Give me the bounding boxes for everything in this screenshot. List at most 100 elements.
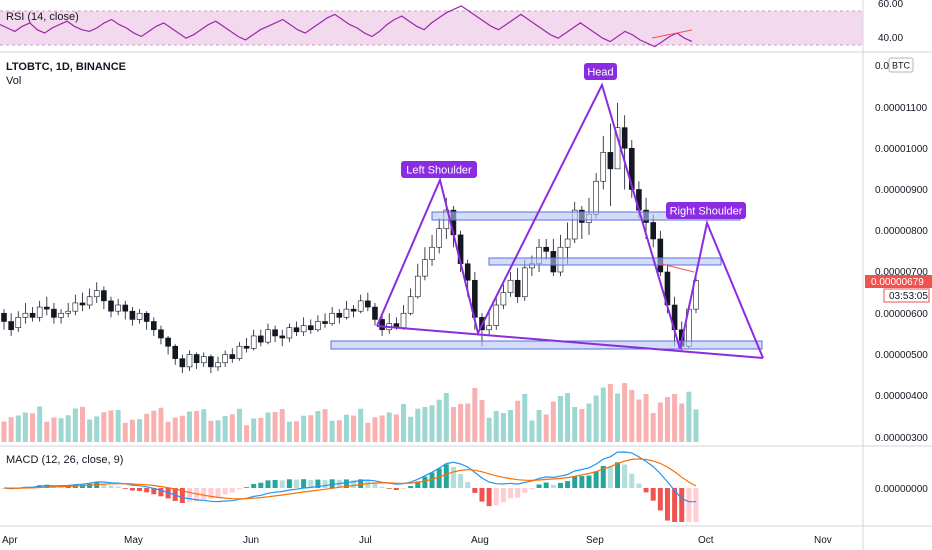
- volume-bar: [236, 408, 242, 442]
- macd-histogram-bar: [343, 479, 349, 488]
- macd-histogram-bar: [329, 479, 335, 488]
- candle-body: [151, 321, 157, 331]
- macd-histogram: [1, 462, 699, 522]
- volume-bar: [172, 417, 178, 442]
- macd-histogram-bar: [579, 476, 585, 488]
- volume-bar: [72, 408, 78, 442]
- macd-histogram-bar: [472, 488, 478, 493]
- macd-histogram-bar: [643, 488, 649, 493]
- candle-body: [657, 238, 664, 273]
- macd-histogram-bar: [222, 488, 228, 495]
- volume-bar: [165, 421, 171, 442]
- volume-bar: [493, 411, 499, 442]
- candle-body: [400, 312, 407, 328]
- volume-bar: [329, 420, 335, 442]
- candle-body: [279, 335, 286, 339]
- candle-body: [600, 152, 607, 182]
- candle-body: [343, 308, 350, 318]
- volume-bar: [258, 418, 264, 442]
- macd-histogram-bar: [536, 484, 542, 488]
- price-tick: 0.00001000: [875, 144, 928, 155]
- macd-histogram-bar: [129, 488, 135, 491]
- macd-histogram-bar: [465, 481, 471, 488]
- candle-body: [186, 354, 193, 368]
- volume-bar: [194, 411, 200, 442]
- candle-body: [101, 290, 107, 302]
- candle-body: [300, 325, 307, 333]
- macd-histogram-bar: [500, 488, 506, 503]
- volume-bar: [486, 417, 492, 442]
- macd-histogram-bar: [408, 486, 414, 488]
- candle-body: [500, 292, 507, 306]
- candle-body: [507, 279, 514, 293]
- candle-body: [129, 310, 136, 320]
- candle-body: [307, 325, 314, 331]
- volume-bar: [586, 403, 592, 442]
- volume-bar: [222, 416, 228, 442]
- trend-line-red: [657, 262, 695, 273]
- volume-bar: [65, 415, 71, 442]
- macd-histogram-bar: [158, 488, 164, 497]
- candle-body: [79, 302, 86, 306]
- candle-body: [571, 209, 578, 240]
- volume-bar: [272, 412, 278, 442]
- volume-bar: [51, 417, 57, 442]
- candle-body: [236, 345, 243, 359]
- rsi-trendline: [651, 29, 693, 39]
- volume-bar: [515, 400, 521, 442]
- time-axis[interactable]: Apr May Jun Jul Aug Sep Oct Nov: [2, 535, 832, 546]
- candle-body: [15, 317, 22, 328]
- time-tick: Apr: [2, 535, 18, 546]
- volume-bar: [643, 394, 649, 442]
- candle-body: [58, 312, 64, 318]
- macd-histogram-bar: [557, 482, 563, 488]
- rsi-line: [0, 5, 693, 48]
- macd-histogram-bar: [258, 482, 264, 488]
- time-tick: Aug: [471, 535, 489, 546]
- volume-bar: [108, 410, 114, 442]
- candle-body: [258, 335, 264, 343]
- time-tick: Nov: [814, 535, 832, 546]
- left-shoulder-label: Left Shoulder: [406, 165, 472, 177]
- price-tick: 0.00000500: [875, 350, 928, 361]
- price-tick: 0.00000300: [875, 433, 928, 444]
- candle-body: [322, 321, 328, 324]
- macd-histogram-bar: [593, 471, 599, 488]
- macd-histogram-bar: [486, 488, 492, 507]
- macd-histogram-bar: [101, 483, 107, 488]
- volume-bar: [186, 411, 192, 442]
- volume-bar: [322, 409, 328, 442]
- volume-bar: [657, 402, 663, 442]
- macd-histogram-bar: [600, 465, 606, 488]
- volume-bar: [579, 409, 585, 442]
- candle-body: [208, 356, 214, 368]
- time-tick: Sep: [586, 535, 604, 546]
- volume-bar: [436, 399, 442, 442]
- volume-bar: [529, 420, 535, 442]
- candle-body: [628, 147, 635, 190]
- volume-bar: [565, 393, 571, 442]
- candle-body: [222, 354, 228, 364]
- macd-histogram-bar: [686, 488, 692, 522]
- candle-body: [1, 312, 7, 322]
- volume-bar: [636, 399, 642, 442]
- candle-body: [122, 304, 129, 312]
- volume-bar: [158, 407, 164, 442]
- volume-bar: [293, 421, 299, 442]
- volume-bar: [458, 404, 464, 442]
- volume-bar: [37, 406, 43, 442]
- macd-histogram-bar: [236, 488, 242, 490]
- macd-histogram-bar: [529, 488, 535, 490]
- price-axis[interactable]: 0.0 BTC 0.00001100 0.00001000 0.00000900…: [862, 0, 932, 550]
- macd-label: MACD (12, 26, close, 9): [6, 454, 123, 466]
- candle-body: [200, 356, 207, 364]
- time-tick: Jul: [359, 535, 372, 546]
- volume-bar: [664, 397, 670, 442]
- macd-histogram-bar: [122, 488, 128, 489]
- candle-body: [179, 358, 186, 368]
- macd-histogram-bar: [215, 488, 221, 498]
- candle-body: [93, 290, 100, 298]
- macd-histogram-bar: [636, 483, 642, 488]
- volume-bar: [215, 420, 221, 442]
